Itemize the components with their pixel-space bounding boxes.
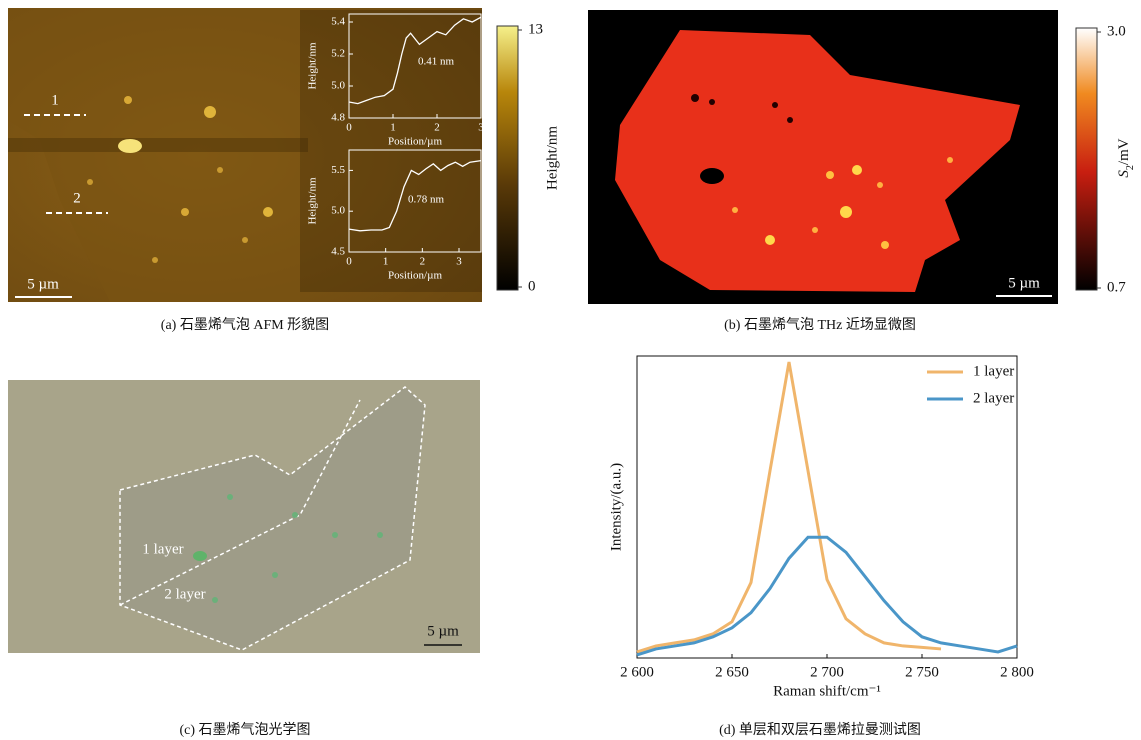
- y-tick-label: 5.0: [331, 205, 345, 217]
- colorbar-label: Height/nm: [544, 126, 560, 190]
- x-tick-label: 2 750: [905, 664, 939, 680]
- series-line: [637, 362, 941, 652]
- x-tick-label: 3: [478, 122, 484, 134]
- x-tick-label: 0: [346, 122, 352, 134]
- x-axis-label: Raman shift/cm⁻¹: [773, 683, 881, 699]
- colorbar-tick-label: 0.7: [1107, 279, 1126, 295]
- annotation: 0.78 nm: [408, 194, 445, 206]
- colorbar-tick-label: 13: [528, 21, 543, 37]
- colorbar-tick-label: 3.0: [1107, 23, 1126, 39]
- scale-bar-label: 5 µm: [27, 276, 59, 292]
- x-axis-label: Position/µm: [388, 136, 442, 148]
- x-tick-label: 1: [383, 256, 389, 268]
- plot-frame: [637, 356, 1017, 658]
- y-tick-label: 5.2: [331, 48, 345, 60]
- y-axis-label: Height/nm: [307, 42, 319, 89]
- raman-chart: 2 600 2 650 2 700 2 750 2 800 Raman shift/cm⁻…: [608, 356, 1033, 699]
- colorbar-tick-label: 0: [528, 278, 536, 294]
- y-tick-label: 5.4: [331, 16, 345, 28]
- x-axis-label: Position/µm: [388, 270, 442, 282]
- y-tick-label: 4.5: [331, 246, 345, 258]
- scale-bar-label: 5 µm: [1008, 275, 1040, 291]
- series-line: [637, 537, 1017, 655]
- y-tick-label: 4.8: [331, 112, 345, 124]
- y-tick-label: 5.0: [331, 80, 345, 92]
- x-tick-label: 2: [434, 122, 440, 134]
- legend-label: 1 layer: [973, 363, 1014, 379]
- x-tick-label: 2 800: [1000, 664, 1034, 680]
- figure: 1 2 5 µm 5 µm 1 layer 2 layer 5 µm Heigh…: [0, 0, 1141, 740]
- y-axis-label: Intensity/(a.u.): [608, 463, 624, 551]
- caption: (d) 单层和双层石墨烯拉曼测试图: [719, 722, 921, 738]
- x-tick-label: 2: [420, 256, 426, 268]
- x-tick-label: 2 600: [620, 664, 654, 680]
- x-tick-label: 2 650: [715, 664, 749, 680]
- legend-label: 2 layer: [973, 390, 1014, 406]
- optical-image: [8, 380, 480, 653]
- x-tick-label: 2 700: [810, 664, 844, 680]
- line-marker: 1: [51, 92, 59, 108]
- layer-label: 2 layer: [164, 586, 205, 602]
- colorbar: [1076, 28, 1097, 290]
- x-tick-label: 1: [390, 122, 396, 134]
- colorbar: [497, 26, 518, 290]
- caption: (c) 石墨烯气泡光学图: [179, 722, 310, 738]
- caption: (b) 石墨烯气泡 THz 近场显微图: [724, 317, 916, 333]
- layer-label: 1 layer: [142, 541, 183, 557]
- thz-image: [588, 10, 1058, 304]
- x-tick-label: 0: [346, 256, 352, 268]
- caption: (a) 石墨烯气泡 AFM 形貌图: [161, 317, 329, 333]
- y-tick-label: 5.5: [331, 164, 345, 176]
- scale-bar-label: 5 µm: [427, 623, 459, 639]
- colorbar-label: S2/mV: [1116, 138, 1135, 177]
- y-axis-label: Height/nm: [307, 177, 319, 224]
- annotation: 0.41 nm: [418, 56, 455, 68]
- line-marker: 2: [73, 190, 81, 206]
- x-tick-label: 3: [456, 256, 462, 268]
- afm-image: [8, 8, 482, 302]
